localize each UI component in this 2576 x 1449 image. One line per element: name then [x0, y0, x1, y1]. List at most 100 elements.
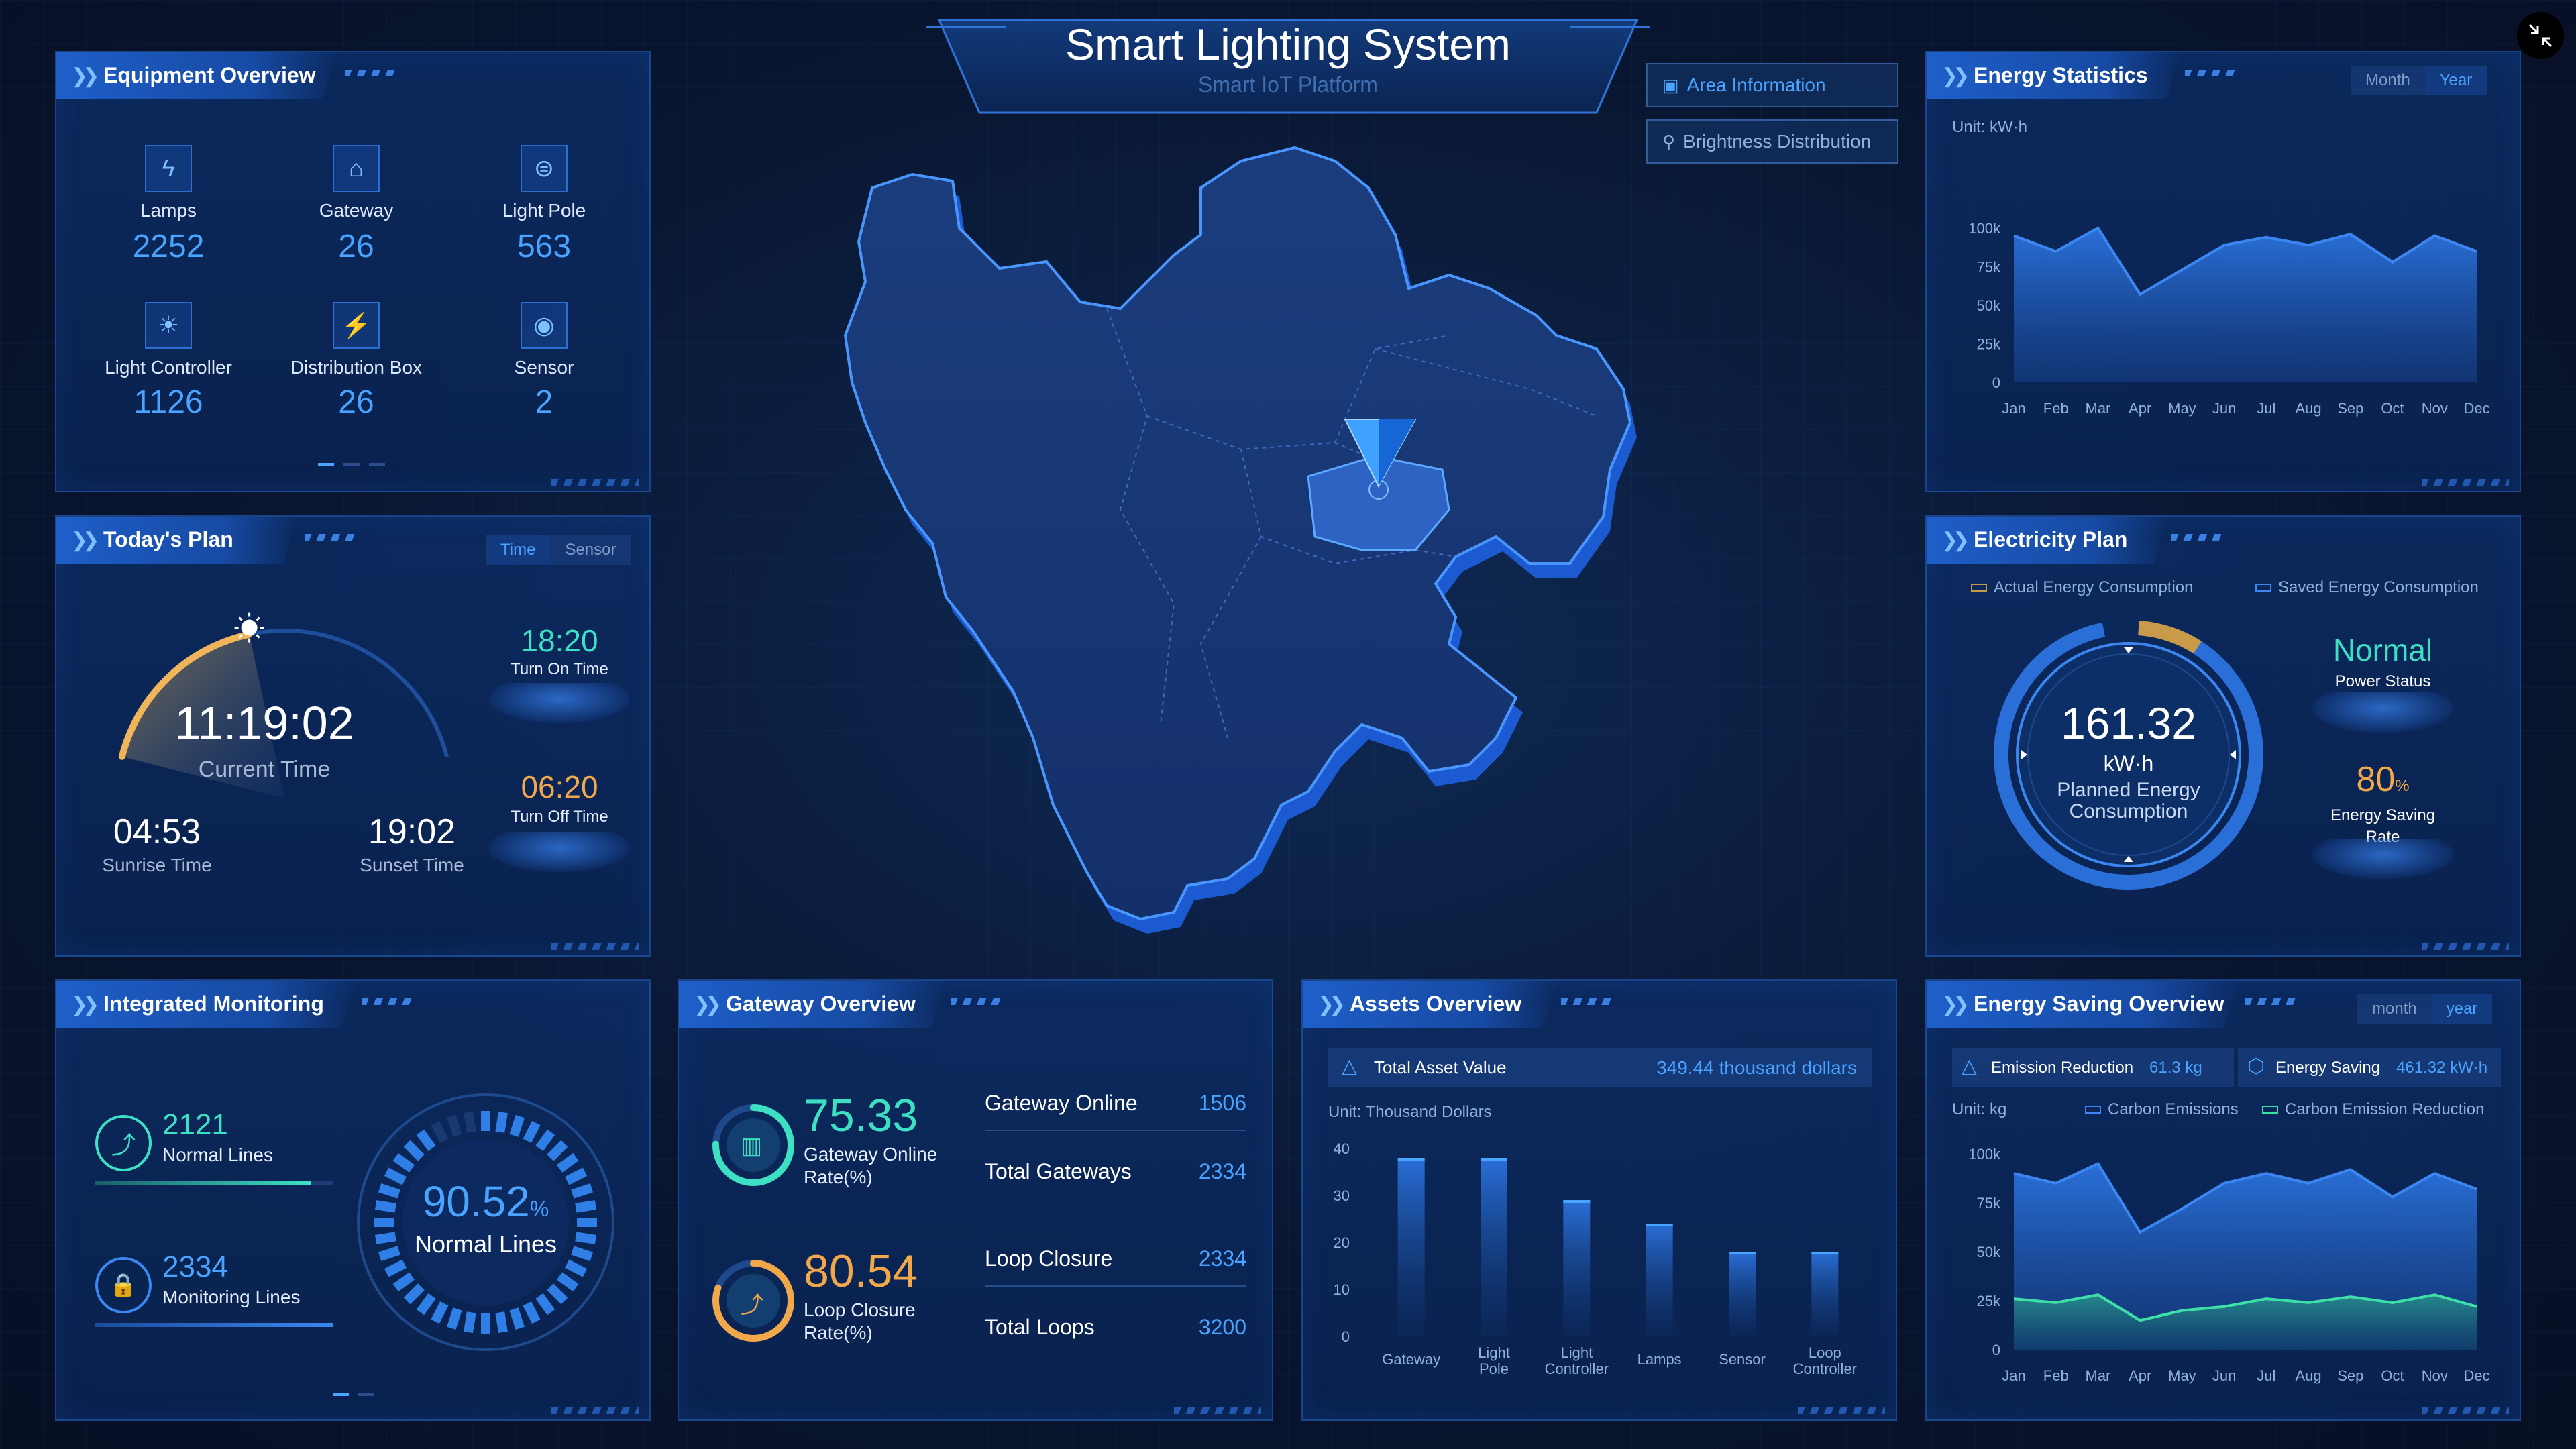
gauge-tick: [416, 1129, 436, 1152]
page-dot-active[interactable]: [318, 463, 334, 466]
stat-label: Loop Closure: [985, 1246, 1113, 1271]
tab-month[interactable]: month: [2357, 994, 2432, 1024]
energy-saving-tabs: month year: [2357, 994, 2493, 1024]
power-status: Normal: [2332, 633, 2433, 667]
gauge-tick: [509, 1307, 525, 1330]
dial-progress-arc: [118, 631, 253, 760]
x-tick-label: Mar: [2086, 400, 2111, 417]
gauge-tick: [535, 1129, 555, 1152]
page-dot[interactable]: [358, 1393, 374, 1396]
page-dot[interactable]: [369, 463, 385, 466]
gauge-tick: [392, 1152, 415, 1173]
pagination-dots[interactable]: [318, 463, 385, 466]
gauge-tick: [509, 1114, 525, 1137]
header-frame: [926, 19, 1650, 114]
equipment-label: Lamps: [140, 200, 197, 221]
unit-label: Unit: kW·h: [1952, 118, 2028, 136]
equipment-overview-panel: ❯❯ Equipment Overview ϟ Lamps 2252 ⌂ Gat…: [55, 51, 651, 492]
tab-year[interactable]: year: [2431, 994, 2493, 1024]
x-tick-label: Lamps: [1638, 1351, 1682, 1368]
chevron-right-icon: ❯❯: [71, 65, 99, 87]
gauge-tick: [374, 1200, 396, 1213]
gateway-online-rate: 75.33: [804, 1090, 918, 1141]
series-area: [2014, 1295, 2477, 1350]
monitoring-lines-label: Monitoring Lines: [162, 1287, 301, 1307]
legend-actual: Actual Energy Consumption: [1971, 578, 2194, 597]
stat-label: Total Loops: [985, 1315, 1095, 1339]
gauge-tick: [384, 1167, 407, 1185]
planned-energy-unit: kW·h: [2103, 751, 2154, 775]
gauge-tick: [535, 1293, 555, 1316]
loop-closure-rate: 80.54: [804, 1246, 918, 1297]
panel-title: Integrated Monitoring: [103, 991, 324, 1016]
x-tick-label: Controller: [1545, 1360, 1609, 1377]
x-tick-label: Nov: [2422, 1367, 2448, 1384]
legend-swatch: [2255, 584, 2271, 592]
sun-icon: [234, 612, 264, 643]
rate-unit: %: [529, 1197, 549, 1221]
tab-month[interactable]: Month: [2351, 66, 2425, 95]
gauge-tick: [431, 1120, 449, 1144]
assets-overview-header: ❯❯ Assets Overview: [1303, 981, 1558, 1028]
tab-year[interactable]: Year: [2424, 66, 2487, 95]
equipment-value: 2: [535, 384, 553, 420]
gauge-tick: [403, 1140, 425, 1161]
gateway-stats-table: Gateway Online 1506 Total Gateways 2334 …: [985, 1091, 1246, 1339]
bar: [1397, 1158, 1425, 1336]
gauge-tick: [495, 1311, 508, 1334]
gauge-tick: [495, 1111, 508, 1133]
panel-title: Assets Overview: [1350, 991, 1522, 1016]
x-tick-label: Feb: [2043, 400, 2069, 417]
gauge-tick: [556, 1272, 579, 1292]
x-tick-label: Oct: [2381, 1367, 2404, 1384]
energy-saving-label: Energy Saving: [2275, 1059, 2381, 1077]
series-line: [2013, 1162, 2477, 1234]
integrated-monitoring-header: ❯❯ Integrated Monitoring: [56, 981, 358, 1028]
gauge-tick: [431, 1301, 449, 1324]
gauge-tick: [571, 1183, 594, 1199]
brightness-distribution-button[interactable]: ⚲ Brightness Distribution: [1646, 119, 1898, 164]
x-tick-label: Jul: [2257, 1367, 2275, 1384]
series-line: [2013, 1293, 2477, 1322]
gauge-tick: [447, 1307, 462, 1330]
gauge-tick: [575, 1232, 597, 1244]
stat-label: Gateway Online: [985, 1091, 1138, 1115]
region-map[interactable]: [825, 134, 1764, 953]
monitoring-lines-track: [95, 1323, 333, 1327]
tab-time[interactable]: Time: [486, 535, 551, 565]
gauge-ticks: [374, 1111, 597, 1334]
electricity-plan-panel: ❯❯ Electricity Plan Actual Energy Consum…: [1925, 515, 2521, 957]
equipment-value: 26: [338, 384, 374, 420]
gauge-tick: [464, 1111, 476, 1133]
loop-closure-ring: [712, 1260, 794, 1342]
current-time: 11:19:02: [174, 697, 354, 749]
page-dot[interactable]: [343, 463, 360, 466]
turn-off-pedestal: [489, 832, 630, 872]
monitoring-lines-value: 2334: [162, 1250, 228, 1283]
lamp-icon: ϟ: [145, 145, 192, 192]
page-dot-active[interactable]: [333, 1393, 349, 1396]
y-tick-label: 25k: [1977, 336, 2001, 353]
normal-lines-rate: 90.52%: [392, 1177, 580, 1226]
x-tick-label: Jan: [2002, 1367, 2025, 1384]
loop-icon: ⤴: [741, 1293, 763, 1318]
gateway-overview-header: ❯❯ Gateway Overview: [679, 981, 947, 1028]
bar: [1563, 1200, 1591, 1336]
x-tick-label: Aug: [2296, 1367, 2322, 1384]
panel-title: Gateway Overview: [726, 991, 916, 1016]
gauge-tick: [392, 1272, 415, 1292]
legend-saved: Saved Energy Consumption: [2255, 578, 2479, 597]
normal-lines-track: [95, 1181, 333, 1185]
compress-icon[interactable]: [2517, 12, 2564, 59]
panel-title: Equipment Overview: [103, 63, 316, 87]
gauge-tick: [464, 1311, 476, 1334]
integrated-monitoring-panel: ❯❯ Integrated Monitoring ⤴ 2121 Normal L…: [55, 979, 651, 1421]
x-tick-label: Nov: [2422, 400, 2448, 417]
tab-sensor[interactable]: Sensor: [550, 535, 631, 565]
gauge-tick: [523, 1301, 541, 1324]
pagination-dots[interactable]: [333, 1393, 374, 1396]
monitor-chart-icon: ▥: [741, 1133, 763, 1159]
area-information-button[interactable]: ▣ Area Information: [1646, 63, 1898, 107]
total-asset-value: 349.44 thousand dollars: [1656, 1057, 1857, 1078]
chevron-right-icon: ❯❯: [1318, 994, 1346, 1016]
